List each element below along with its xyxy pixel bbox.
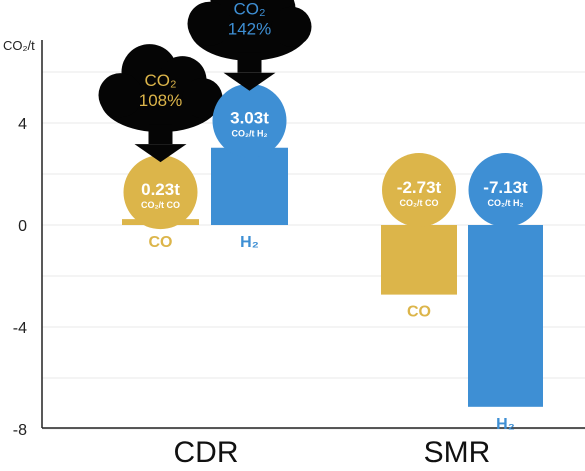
cloud-value: 108% — [139, 91, 182, 110]
unit-label: CO₂/t CO — [141, 200, 180, 210]
category-label: CO — [407, 304, 431, 321]
group-labels: CDR SMR — [174, 436, 491, 469]
group-label-cdr: CDR — [174, 436, 239, 469]
data-label: -2.73t — [397, 178, 442, 197]
data-label: -7.13t — [483, 178, 528, 197]
cloud-shape — [134, 144, 187, 163]
group-label-smr: SMR — [424, 436, 491, 469]
cloud-shape — [223, 72, 276, 91]
value-badge — [468, 153, 543, 227]
unit-label: CO₂/t H₂ — [488, 198, 524, 208]
cloud-shape — [148, 124, 173, 145]
y-tick-label: -8 — [13, 422, 27, 439]
y-tick-label: -4 — [13, 320, 27, 337]
y-tick-label: 0 — [18, 218, 27, 235]
category-label: CO — [149, 234, 173, 251]
y-axis-label: CO₂/t — [3, 38, 35, 53]
cloud-value: 142% — [228, 20, 271, 39]
data-label: 0.23t — [141, 180, 180, 199]
cloud-shape — [182, 78, 223, 119]
cloud-label: CO₂ — [233, 0, 265, 19]
unit-label: CO₂/t H₂ — [232, 129, 268, 139]
cloud-shape — [271, 6, 312, 47]
y-tick-label: 4 — [18, 116, 27, 133]
bar-smr-h2 — [468, 225, 543, 407]
value-badge — [212, 83, 287, 158]
cloud-shape — [237, 52, 262, 73]
category-label: H₂ — [496, 416, 515, 433]
cloud-label: CO₂ — [144, 71, 176, 90]
cloud-shape — [98, 73, 143, 118]
value-badge — [123, 155, 198, 230]
data-label: 3.03t — [230, 109, 269, 128]
bar-smr-co — [381, 225, 457, 295]
bar-cdr-h2 — [211, 147, 288, 225]
category-label: H₂ — [240, 234, 259, 251]
unit-label: CO₂/t CO — [400, 198, 439, 208]
value-badge — [382, 153, 456, 227]
y-ticks: 4 0 -4 -8 — [13, 116, 27, 439]
cloud-shape — [187, 1, 232, 46]
